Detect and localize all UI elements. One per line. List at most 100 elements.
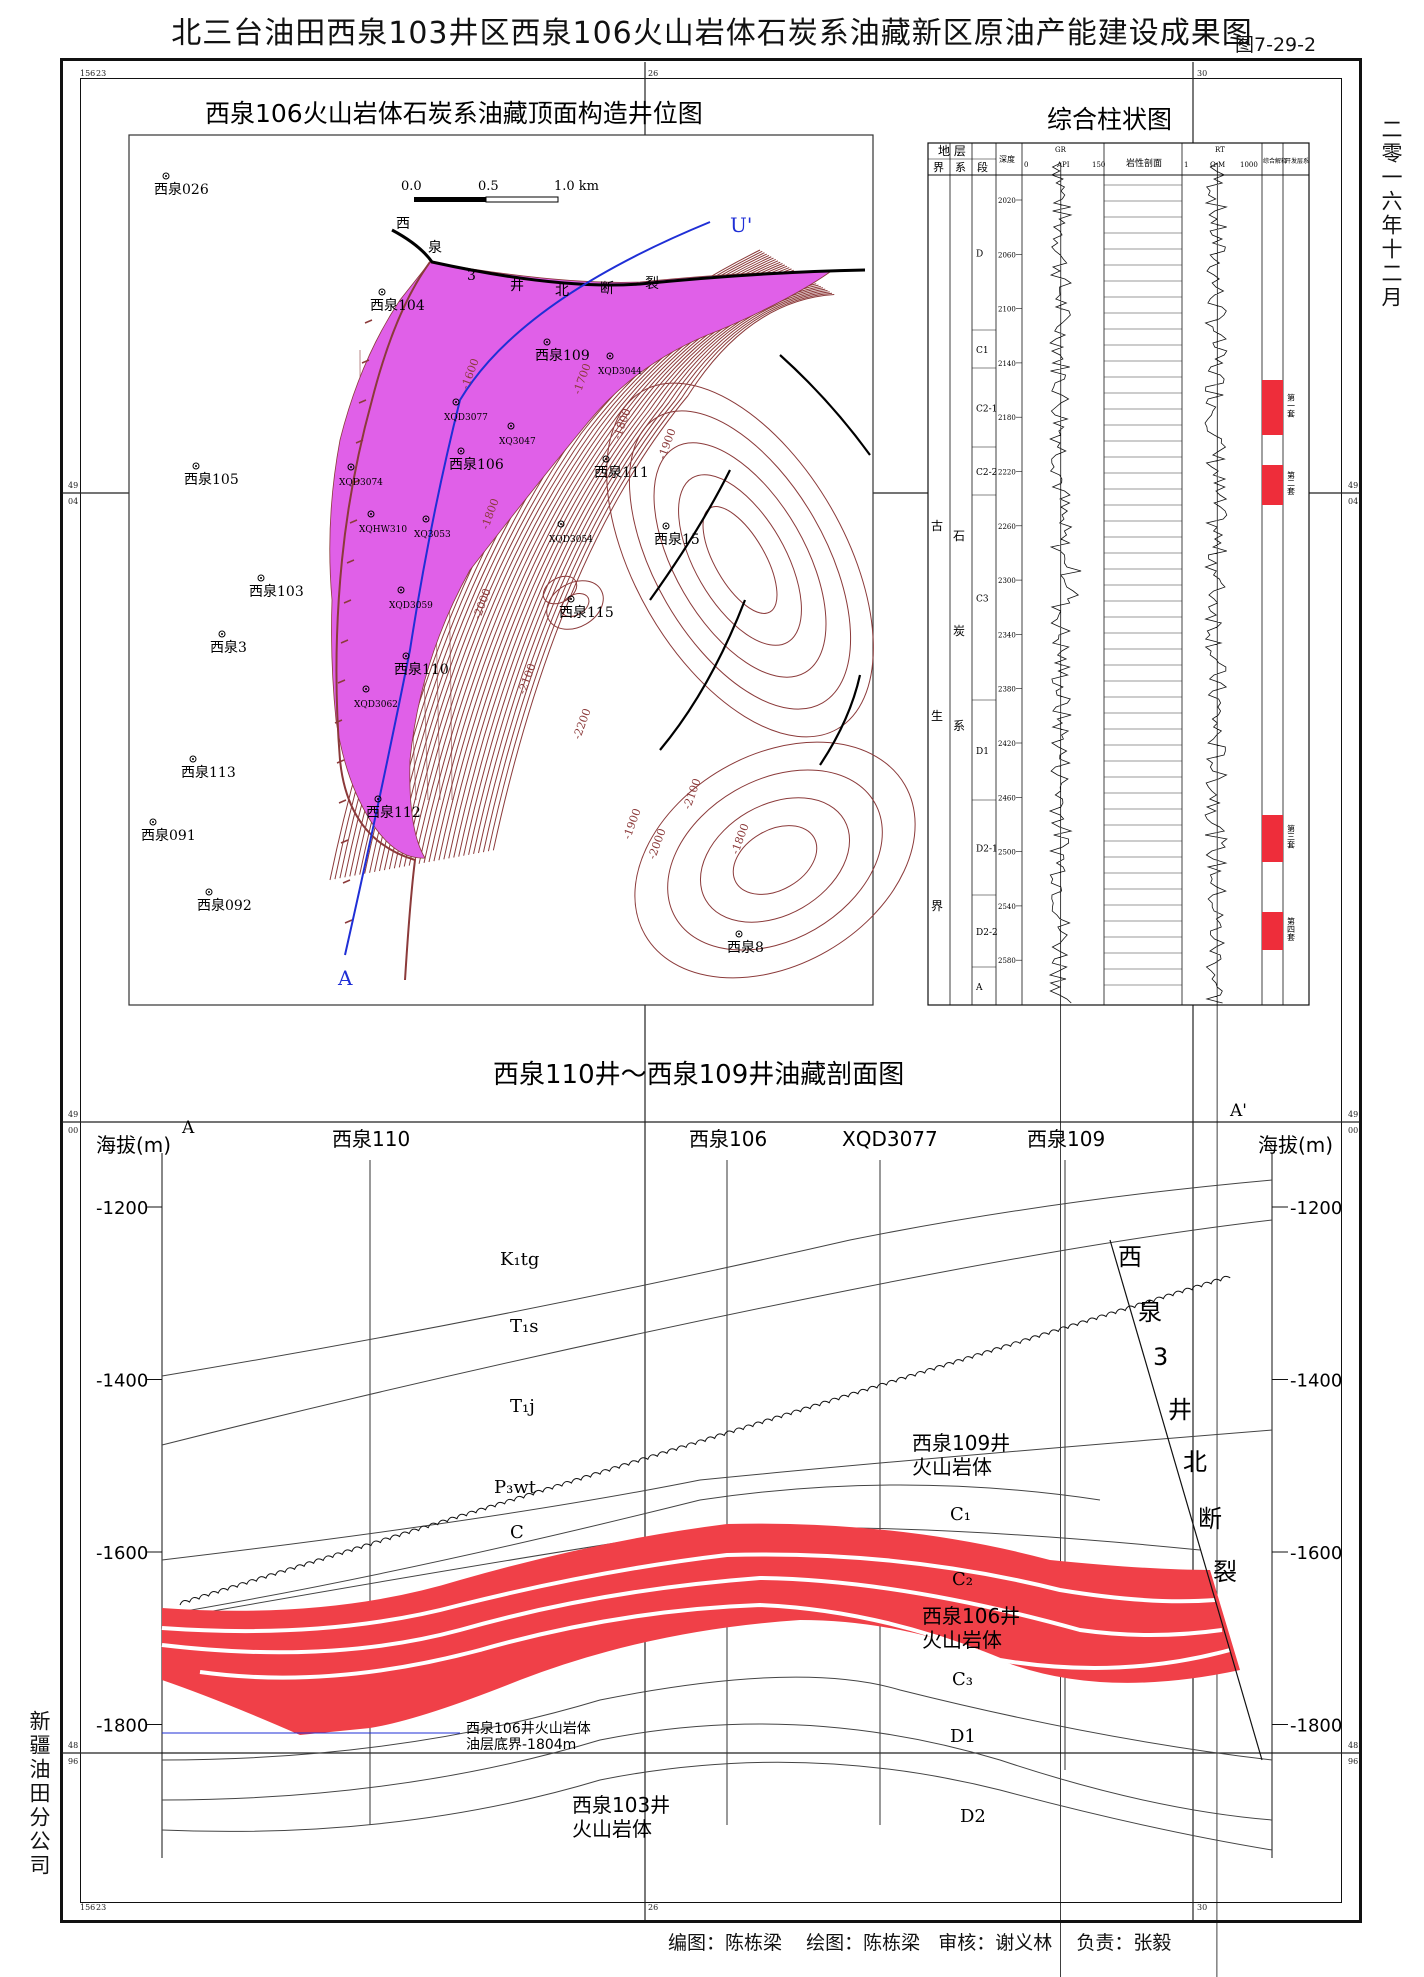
system-label: 系 (953, 719, 965, 733)
strata-label: C₂ (952, 1569, 973, 1590)
grid-label: 96 (1348, 1757, 1358, 1766)
well: XQ3053 (414, 515, 451, 540)
depth-tick: 2260 (998, 523, 1016, 531)
well-label: XQD3059 (389, 601, 433, 611)
unit-label: D (976, 250, 983, 260)
strata-label: P₃wt (494, 1477, 537, 1498)
well: 西泉026 (154, 172, 209, 198)
depth-tick-left: -1200 (96, 1198, 148, 1219)
grid-label: 156 (80, 1903, 95, 1912)
well: 西泉103 (249, 574, 304, 600)
well-label: 西泉109 (535, 347, 590, 364)
well-label: 西泉110 (394, 661, 449, 678)
internal-faults (649, 354, 871, 766)
grid-label: 49 (68, 1110, 78, 1119)
well-label: XQHW310 (359, 525, 407, 535)
section-end-a: A (181, 1118, 195, 1138)
scale-tick: 1000 (1240, 161, 1258, 169)
svg-text:3: 3 (467, 268, 476, 284)
depth-tick: 2380 (998, 686, 1016, 694)
well-label: 西泉106 (449, 456, 504, 473)
set-label: 第四套 (1287, 916, 1296, 942)
depth-tick: 2100 (998, 306, 1016, 314)
map-title: 西泉106火山岩体石炭系油藏顶面构造井位图 (205, 99, 703, 128)
well: 西泉105 (184, 462, 239, 488)
section-fault-label: 北 (1183, 1448, 1207, 1476)
boundary-ticks (334, 319, 373, 924)
well: 西泉111 (594, 455, 649, 481)
scale-bar: 0.0 0.5 1.0 km (401, 179, 599, 203)
wells-layer: 西泉026 西泉104 西泉109 XQD3044 XQD3077 XQ3047 西泉105… (141, 172, 764, 956)
grid-label: 49 (68, 481, 78, 490)
well-label: 西泉112 (366, 804, 421, 821)
set-label: 第一套 (1287, 393, 1296, 419)
depth-tick-left: -1600 (96, 1543, 148, 1564)
well-label: 西泉091 (141, 827, 196, 844)
well-label: 西泉115 (559, 604, 614, 621)
well-label: XQD3074 (339, 478, 383, 488)
svg-text:裂: 裂 (645, 276, 659, 292)
well-label: XQD3077 (444, 413, 488, 423)
depth-tick-right: -1400 (1290, 1371, 1342, 1392)
grid-label: 26 (648, 1903, 658, 1912)
fault-label: 西 泉 3 井 北 断 裂 (396, 216, 659, 299)
era-label: 古 (931, 518, 943, 533)
era-label: 生 (931, 709, 943, 723)
unit-label: D1 (976, 747, 989, 757)
column-header: 深度 (999, 154, 1015, 164)
section-well-label: XQD3077 (842, 1127, 938, 1151)
well-label: XQD3044 (598, 367, 642, 377)
grid-label: 00 (68, 1126, 78, 1135)
strata-label: K₁tg (500, 1249, 539, 1270)
well: 西泉104 (370, 288, 425, 314)
interp-block (1262, 465, 1283, 505)
interp-block (1262, 815, 1283, 862)
section-annotation: 西泉103井 (572, 1793, 670, 1817)
section-annotation: 火山岩体 (922, 1628, 1002, 1652)
well-label: 西泉111 (594, 464, 649, 481)
grid-label: 30 (1197, 69, 1207, 78)
grid-label: 49 (1348, 481, 1358, 490)
depth-tick: 2580 (998, 957, 1016, 965)
well: XQD3077 (444, 398, 488, 423)
well: 西泉15 (654, 522, 700, 548)
section-annotation: 西泉106井 (922, 1604, 1020, 1628)
scale-tick: 150 (1092, 161, 1105, 169)
svg-text:西: 西 (396, 216, 410, 232)
column-header: 段 (977, 160, 988, 174)
page-title: 北三台油田西泉103井区西泉106火山岩体石炭系油藏新区原油产能建设成果图 (171, 16, 1253, 51)
depth-tick: 2020 (998, 197, 1016, 205)
grid-label: 96 (68, 1757, 78, 1766)
section-well-label: 西泉110 (332, 1127, 410, 1151)
interp-block (1262, 912, 1283, 950)
grid-labels: 156 23 26 30 49 04 49 04 49 00 49 00 48 … (68, 69, 1358, 1912)
well: 西泉109 (535, 338, 590, 364)
composite-column: 地 层界系段深度GR岩性剖面RT综合解释开发层系0 API 150 1 Ω·M 10002… (927, 142, 1310, 1977)
well: XQD3054 (549, 520, 593, 545)
axis-label-right: 海拔(m) (1258, 1133, 1333, 1157)
grid-label: 04 (68, 497, 78, 506)
scale-label: 0.5 (478, 179, 499, 194)
unit-label: D2-2 (976, 928, 998, 938)
strata-label: D2 (960, 1806, 986, 1827)
scale-label: 1.0 km (554, 179, 599, 194)
depth-tick: 2140 (998, 360, 1016, 368)
column-header: 地 层 (938, 144, 966, 158)
well-label: 西泉3 (210, 639, 247, 656)
well-label: XQ3053 (414, 530, 451, 540)
column-header: RT (1215, 146, 1225, 154)
well: XQD3074 (339, 463, 383, 488)
set-label: 第二套 (1287, 470, 1296, 496)
column-header: 系 (955, 161, 966, 174)
well: 西泉113 (181, 755, 236, 781)
strata-label: C₁ (950, 1504, 971, 1525)
depth-tick: 2420 (998, 740, 1016, 748)
well-label: 西泉113 (181, 764, 236, 781)
grid-label: 48 (1348, 1741, 1358, 1750)
organization-label: 新疆油田分公司 (27, 1710, 51, 1878)
depth-tick: 2500 (998, 849, 1016, 857)
column-header: 岩性剖面 (1126, 157, 1162, 169)
scale-tick: 1 (1184, 161, 1188, 169)
scale-label: 0.0 (401, 179, 422, 194)
